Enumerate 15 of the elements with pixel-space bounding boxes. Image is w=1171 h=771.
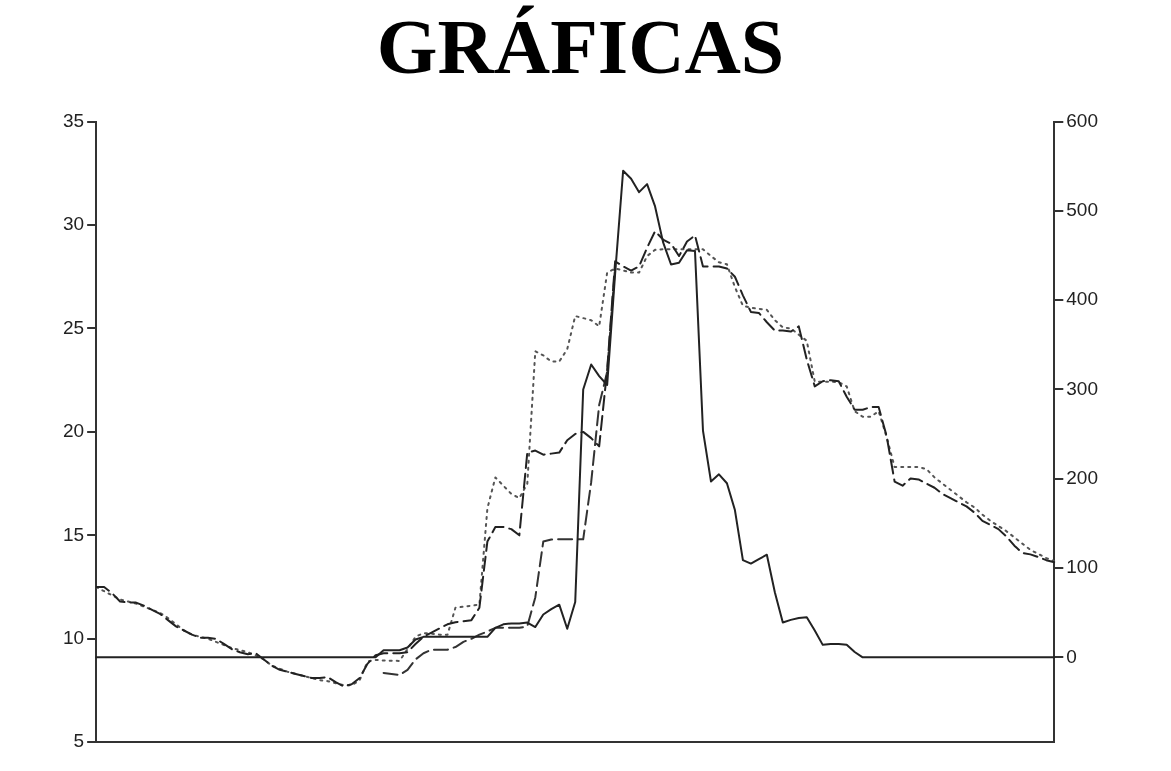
y-tick-label: 30 xyxy=(62,213,85,235)
y2-tick-label: 400 xyxy=(1066,288,1098,310)
y-tick-label: 20 xyxy=(62,420,85,442)
y-tick-label: 5 xyxy=(73,730,85,752)
y-tick-label: 35 xyxy=(62,109,85,131)
y-tick-label: 25 xyxy=(62,316,85,338)
y2-tick-label: 600 xyxy=(1066,109,1098,131)
chart-title: GRÁFICAS xyxy=(376,2,785,90)
y2-tick-label: 0 xyxy=(1066,645,1077,667)
y2-tick-label: 100 xyxy=(1066,556,1098,578)
y2-tick-label: 200 xyxy=(1066,467,1098,489)
y-tick-label: 15 xyxy=(62,523,85,545)
y-tick-label: 10 xyxy=(62,627,85,648)
y2-tick-label: 300 xyxy=(1066,377,1098,399)
y2-tick-label: 500 xyxy=(1066,199,1098,221)
